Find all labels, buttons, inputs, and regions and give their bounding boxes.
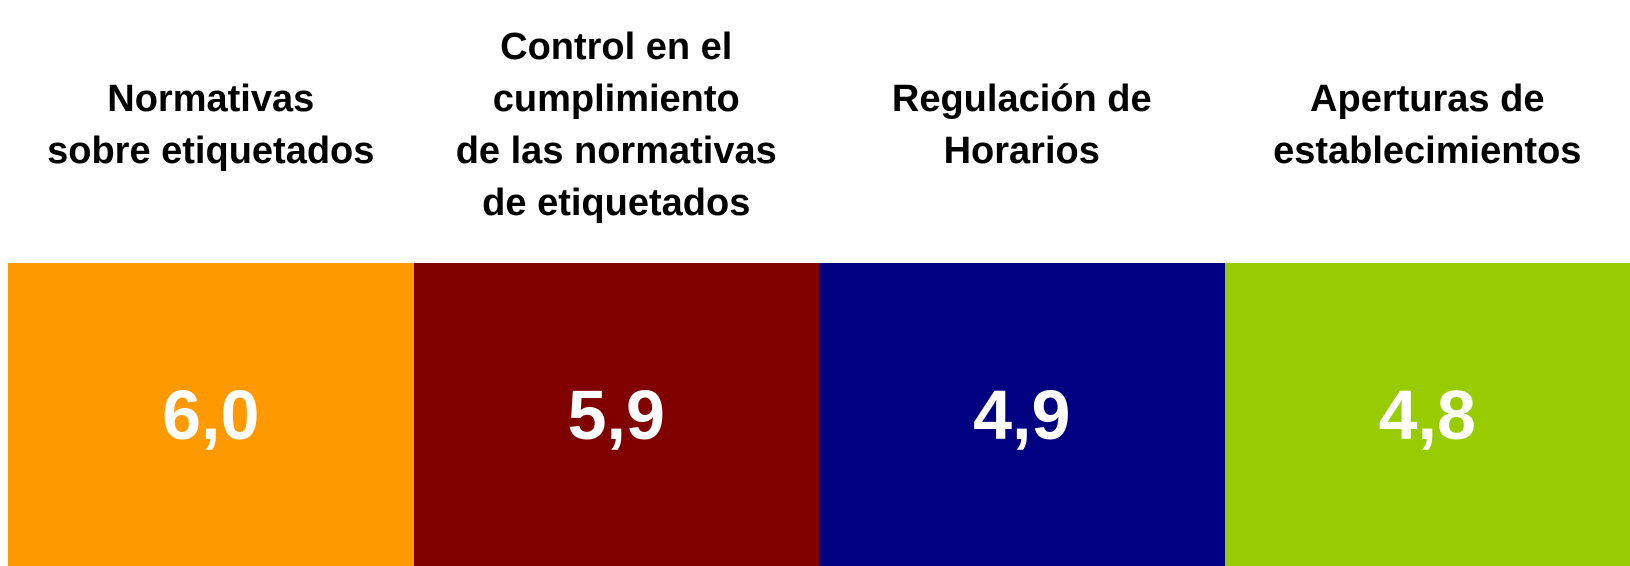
tile-column: Aperturas de establecimientos 4,8	[1224, 0, 1630, 566]
label-line: Regulación de	[891, 78, 1152, 120]
score-tile: 5,9	[413, 263, 819, 566]
score-tile: 6,0	[8, 263, 414, 566]
label-line: Normativas	[107, 78, 315, 120]
score-value: 6,0	[162, 375, 260, 454]
score-tile: 4,8	[1224, 263, 1630, 566]
score-value: 4,9	[973, 375, 1071, 454]
tile-column: Normativas sobre etiquetados 6,0	[8, 0, 414, 566]
tile-label: Regulación de Horarios	[819, 0, 1225, 250]
tile-label: Control en el cumplimiento de las normativ…	[414, 0, 820, 250]
tile-column: Regulación de Horarios 4,9	[819, 0, 1225, 566]
tile-column: Control en el cumplimiento de las normativ…	[413, 0, 820, 566]
score-value: 4,8	[1378, 375, 1476, 454]
label-line: Control en el	[500, 26, 733, 68]
label-line: sobre etiquetados	[47, 130, 375, 172]
label-line: Horarios	[943, 130, 1100, 172]
label-line: Aperturas de	[1310, 78, 1545, 120]
tile-label: Normativas sobre etiquetados	[8, 0, 414, 250]
label-line: cumplimiento	[492, 78, 740, 120]
label-line: de etiquetados	[482, 182, 751, 224]
score-tile: 4,9	[819, 263, 1225, 566]
tile-label: Aperturas de establecimientos	[1225, 0, 1630, 250]
label-line: de las normativas	[455, 130, 777, 172]
score-value: 5,9	[567, 375, 665, 454]
label-line: establecimientos	[1273, 130, 1582, 172]
